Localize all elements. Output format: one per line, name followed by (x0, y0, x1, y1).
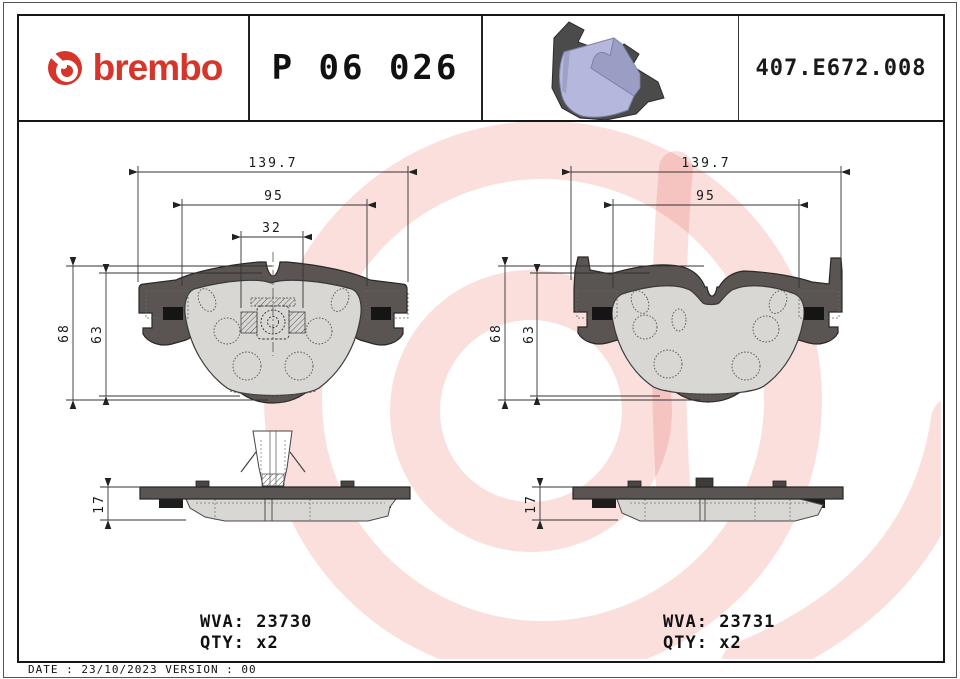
left-dimensions (66, 166, 417, 529)
left-dim-total-width: 139.7 (248, 156, 297, 171)
watermark-bowl-ring (390, 270, 672, 552)
main-frame (17, 14, 945, 663)
pad-3d-image (550, 21, 665, 120)
part-number: P 06 026 (271, 48, 460, 88)
left-wva-block: WVA: 23730 QTY: x2 (200, 612, 312, 654)
right-side-friction (616, 498, 824, 522)
header-cell-3d-image (483, 16, 739, 120)
right-wva-block: WVA: 23731 QTY: x2 (663, 612, 775, 654)
right-dimension-labels: 139.7 95 68 63 17 (489, 156, 730, 514)
left-dim-total-height: 68 (57, 323, 72, 343)
page-border (3, 2, 957, 678)
header-cell-catalog-code: 407.E672.008 (739, 16, 943, 120)
watermark-corner-arc (721, 400, 941, 659)
left-sensor-clip (240, 430, 306, 487)
left-pad-abutment-tab (371, 307, 391, 320)
left-side-friction (185, 498, 397, 522)
brembo-logo-icon (44, 48, 82, 85)
right-pad-front-view (573, 256, 843, 403)
left-dimension-labels: 139.7 95 32 68 63 17 (57, 156, 297, 514)
right-qty-value: x2 (719, 633, 742, 653)
right-wva-label: WVA: (663, 612, 708, 632)
right-side-backplate (572, 486, 844, 500)
right-pad-friction (611, 285, 805, 395)
right-dimensions (498, 166, 850, 529)
right-dim-pad-width: 95 (696, 189, 716, 204)
left-pad-dotted-holes (197, 288, 350, 381)
right-qty-label: QTY: (663, 633, 708, 653)
right-dim-total-width: 139.7 (681, 156, 730, 171)
right-pad-abutment-tab (804, 307, 824, 320)
left-wva-label: WVA: (200, 612, 245, 632)
left-pad-side-view (139, 430, 411, 522)
right-dim-thickness: 17 (524, 494, 539, 514)
left-dim-thickness: 17 (92, 494, 107, 514)
brembo-wordmark: brembo (92, 47, 224, 88)
right-pad-side-view (572, 477, 844, 522)
left-qty-value: x2 (256, 633, 279, 653)
left-qty-label: QTY: (200, 633, 245, 653)
left-dim-pad-height: 63 (90, 324, 105, 344)
right-dim-pad-height: 63 (522, 324, 537, 344)
left-dim-sensor-width: 32 (262, 221, 282, 236)
header-row: brembo P 06 026 407.E672.008 (17, 14, 945, 122)
right-dim-total-height: 68 (489, 323, 504, 343)
left-wva-value: 23730 (256, 612, 313, 632)
footer-date: DATE : 23/10/2023 VERSION : 00 (28, 663, 257, 676)
left-side-backplate (139, 486, 411, 500)
left-pad-wear-sensor-bracket (240, 252, 306, 356)
right-pad-abutment-tab (592, 307, 612, 320)
left-dim-pad-width: 95 (264, 189, 284, 204)
header-cell-part-number: P 06 026 (250, 16, 483, 120)
header-cell-logo: brembo (19, 16, 250, 120)
left-pad-abutment-tab (163, 307, 183, 320)
right-pad-dotted-holes (630, 290, 788, 381)
right-wva-value: 23731 (719, 612, 776, 632)
left-pad-front-view (138, 252, 409, 404)
catalog-code: 407.E672.008 (755, 55, 927, 81)
